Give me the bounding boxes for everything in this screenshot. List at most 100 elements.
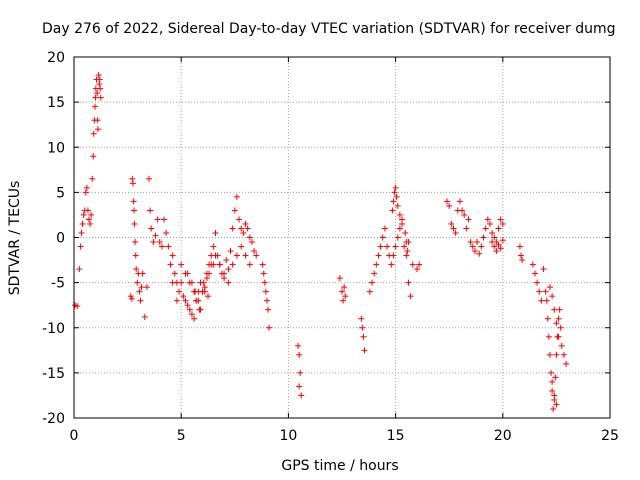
- data-point: [139, 270, 146, 277]
- data-point: [444, 198, 451, 205]
- data-point: [178, 279, 185, 286]
- data-point: [553, 320, 560, 327]
- x-tick-label: 15: [387, 428, 405, 444]
- data-point: [529, 261, 536, 268]
- data-point: [491, 243, 498, 250]
- y-tick-labels: -20 -15 -10 -5 0 5 10 15 20: [42, 50, 65, 427]
- data-point: [266, 324, 273, 331]
- grid-lines: [74, 57, 610, 418]
- data-point: [549, 378, 556, 385]
- data-point: [551, 396, 558, 403]
- data-point: [90, 130, 97, 137]
- data-point: [150, 239, 157, 246]
- data-point: [516, 243, 523, 250]
- data-point: [242, 252, 249, 259]
- y-tick-label: 20: [47, 50, 65, 66]
- y-tick-label: -20: [42, 411, 65, 427]
- data-point: [206, 270, 213, 277]
- data-point: [544, 315, 551, 322]
- chart-title: Day 276 of 2022, Sidereal Day-to-day VTE…: [42, 21, 616, 37]
- data-point: [246, 234, 253, 241]
- data-point: [409, 261, 416, 268]
- data-point: [97, 85, 104, 92]
- data-point: [361, 347, 368, 354]
- data-point: [390, 252, 397, 259]
- y-tick-label: -15: [42, 366, 65, 382]
- data-point: [495, 225, 502, 232]
- data-point: [550, 405, 557, 412]
- data-point: [132, 239, 139, 246]
- data-point: [184, 302, 191, 309]
- data-point: [484, 216, 491, 223]
- data-point: [491, 234, 498, 241]
- data-point: [95, 126, 102, 133]
- data-point: [156, 239, 163, 246]
- y-tick-label: 10: [47, 140, 65, 156]
- data-point: [88, 211, 95, 218]
- y-tick-label: -5: [51, 276, 65, 292]
- data-point: [482, 225, 489, 232]
- data-point: [231, 207, 238, 214]
- data-point: [405, 239, 412, 246]
- data-point: [216, 261, 223, 268]
- data-point: [188, 311, 195, 318]
- data-point: [392, 184, 399, 191]
- data-point: [253, 252, 260, 259]
- data-point: [548, 369, 555, 376]
- data-point: [546, 351, 553, 358]
- data-point: [233, 252, 240, 259]
- data-point: [200, 279, 207, 286]
- data-point: [86, 216, 93, 223]
- data-point: [225, 266, 232, 273]
- data-point: [129, 180, 136, 187]
- data-point: [375, 252, 382, 259]
- data-point: [388, 261, 395, 268]
- data-point: [87, 220, 94, 227]
- data-point: [147, 207, 154, 214]
- data-point: [493, 248, 500, 255]
- x-tick-label: 0: [70, 428, 79, 444]
- data-point: [384, 243, 391, 250]
- y-tick-label: -10: [42, 321, 65, 337]
- data-point: [556, 306, 563, 313]
- data-point: [499, 220, 506, 227]
- data-point: [379, 234, 386, 241]
- y-tick-label: 0: [56, 231, 65, 247]
- data-point: [452, 229, 459, 236]
- data-point: [263, 297, 270, 304]
- data-point: [210, 243, 217, 250]
- data-point: [450, 225, 457, 232]
- data-point: [296, 383, 303, 390]
- data-point: [540, 266, 547, 273]
- data-point: [480, 234, 487, 241]
- data-point: [416, 261, 423, 268]
- x-tick-labels: 0 5 10 15 20 25: [70, 428, 619, 444]
- data-point: [178, 261, 185, 268]
- data-point: [148, 225, 155, 232]
- data-point: [545, 333, 552, 340]
- data-point: [127, 293, 134, 300]
- data-point: [229, 261, 236, 268]
- data-point: [518, 252, 525, 259]
- data-point: [478, 243, 485, 250]
- data-point: [549, 387, 556, 394]
- data-point: [401, 243, 408, 250]
- data-point: [137, 297, 144, 304]
- data-point: [489, 239, 496, 246]
- data-point: [459, 207, 466, 214]
- data-point: [251, 248, 258, 255]
- data-point: [295, 342, 302, 349]
- data-point: [497, 245, 504, 252]
- data-point: [555, 333, 562, 340]
- data-point: [169, 252, 176, 259]
- data-point: [404, 248, 411, 255]
- data-point: [563, 360, 570, 367]
- data-point: [557, 324, 564, 331]
- data-point: [298, 392, 305, 399]
- data-point: [141, 313, 148, 320]
- data-point: [519, 257, 526, 264]
- data-point: [499, 237, 506, 244]
- data-point: [143, 284, 150, 291]
- data-point: [405, 279, 412, 286]
- data-point: [196, 306, 203, 313]
